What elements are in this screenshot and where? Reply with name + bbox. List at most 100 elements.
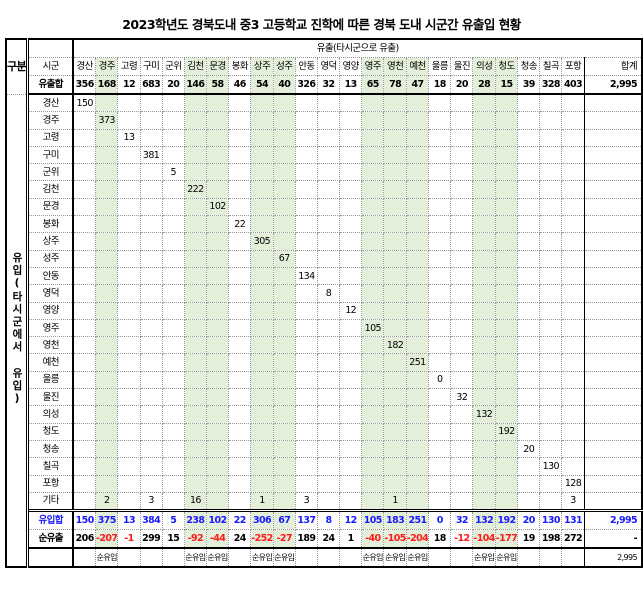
column-header: 울진 — [450, 57, 474, 76]
matrix-cell — [428, 111, 452, 130]
outflow-total-cell: 403 — [561, 75, 585, 95]
matrix-cell — [95, 301, 119, 320]
matrix-cell — [517, 249, 541, 268]
matrix-cell: 16 — [183, 491, 207, 513]
matrix-cell — [383, 301, 407, 320]
matrix-cell — [517, 457, 541, 476]
matrix-cell — [272, 422, 296, 441]
matrix-cell: 132 — [472, 405, 496, 424]
matrix-cell — [472, 301, 496, 320]
row-label: 군위 — [27, 163, 75, 182]
matrix-cell — [339, 318, 363, 338]
outflow-total-row: 유출합 356 168 12 683 20 146 58 46 54 40 326 32 13 65 78 47… — [6, 75, 643, 95]
matrix-cell — [72, 266, 97, 286]
matrix-cell — [517, 370, 541, 390]
matrix-cell — [428, 128, 452, 147]
net-outflow-cell: -44 — [205, 529, 230, 550]
table-row: 영주 105 — [6, 318, 643, 338]
matrix-cell — [361, 457, 385, 476]
matrix-cell — [272, 370, 296, 390]
matrix-cell — [339, 249, 363, 268]
net-outflow-cell: -40 — [361, 529, 385, 550]
matrix-cell — [228, 388, 252, 407]
net-outflow-cell: -92 — [183, 529, 207, 550]
matrix-cell — [161, 439, 185, 459]
matrix-cell — [539, 284, 563, 303]
matrix-cell — [117, 266, 141, 286]
matrix-cell — [405, 422, 430, 441]
table-row: 안동 134 — [6, 266, 643, 286]
net-inflow-badge: 순유입 — [183, 547, 207, 568]
matrix-cell — [561, 457, 585, 476]
matrix-cell — [539, 439, 563, 459]
matrix-cell — [139, 422, 163, 441]
matrix-cell — [405, 128, 430, 147]
net-outflow-cell: 24 — [316, 529, 341, 550]
outflow-total-cell: 58 — [205, 75, 230, 95]
matrix-cell — [561, 180, 585, 199]
matrix-cell — [72, 370, 97, 390]
matrix-cell — [272, 232, 296, 251]
matrix-cell — [472, 215, 496, 234]
matrix-cell — [361, 388, 385, 407]
matrix-cell — [183, 111, 207, 130]
matrix-cell — [405, 266, 430, 286]
outflow-total-cell: 39 — [517, 75, 541, 95]
matrix-cell — [472, 439, 496, 459]
matrix-cell: 105 — [361, 318, 385, 338]
matrix-cell: 2 — [95, 491, 119, 513]
matrix-cell — [72, 197, 97, 217]
inflow-total-cell: 105 — [361, 510, 385, 531]
matrix-cell — [561, 422, 585, 441]
row-label: 영천 — [27, 336, 75, 355]
matrix-cell — [494, 180, 519, 199]
table-row: 상주 305 — [6, 232, 643, 251]
matrix-cell — [294, 145, 318, 165]
matrix-cell — [228, 249, 252, 268]
matrix-cell — [95, 197, 119, 217]
matrix-cell — [139, 249, 163, 268]
net-outflow-cell: -12 — [450, 529, 474, 550]
matrix-cell — [117, 336, 141, 355]
matrix-cell — [494, 491, 519, 513]
matrix-cell — [539, 266, 563, 286]
matrix-cell — [250, 370, 274, 390]
net-outflow-cell: 299 — [139, 529, 163, 550]
matrix-cell: 22 — [228, 215, 252, 234]
matrix-cell — [450, 370, 474, 390]
matrix-cell — [383, 215, 407, 234]
matrix-cell — [72, 284, 97, 303]
net-outflow-cell: -105 — [383, 529, 407, 550]
matrix-cell — [494, 111, 519, 130]
matrix-cell — [139, 93, 163, 113]
matrix-cell: 5 — [161, 163, 185, 182]
matrix-cell — [294, 353, 318, 372]
matrix-cell — [316, 336, 341, 355]
matrix-cell — [405, 336, 430, 355]
matrix-cell — [517, 215, 541, 234]
matrix-cell — [316, 232, 341, 251]
matrix-cell — [183, 388, 207, 407]
matrix-cell — [450, 145, 474, 165]
table-row: 김천 222 — [6, 180, 643, 199]
matrix-cell — [161, 215, 185, 234]
matrix-cell — [316, 370, 341, 390]
matrix-cell — [205, 249, 230, 268]
row-total-cell — [583, 388, 643, 407]
matrix-cell — [205, 474, 230, 493]
table-row: 문경 102 — [6, 197, 643, 217]
matrix-cell — [294, 370, 318, 390]
matrix-cell: 182 — [383, 336, 407, 355]
net-outflow-cell: -177 — [494, 529, 519, 550]
matrix-cell — [272, 197, 296, 217]
matrix-cell — [139, 128, 163, 147]
matrix-cell — [472, 284, 496, 303]
matrix-cell — [272, 457, 296, 476]
matrix-cell — [205, 232, 230, 251]
matrix-cell — [72, 232, 97, 251]
matrix-cell — [139, 111, 163, 130]
matrix-cell — [205, 111, 230, 130]
table-row: 칠곡 130 — [6, 457, 643, 476]
matrix-cell — [228, 457, 252, 476]
matrix-cell — [339, 422, 363, 441]
